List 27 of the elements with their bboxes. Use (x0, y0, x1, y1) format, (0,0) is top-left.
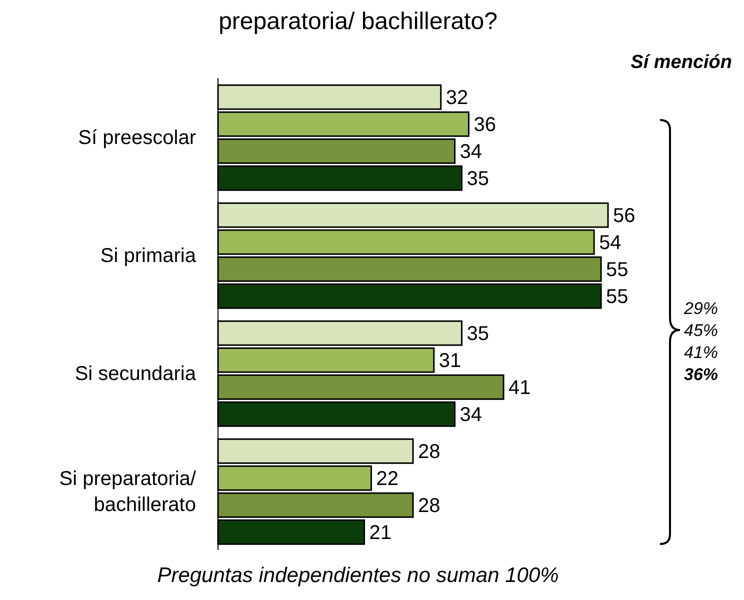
data-label: 28 (418, 441, 440, 464)
data-label: 35 (466, 168, 489, 190)
data-label: 32 (446, 87, 468, 110)
data-label: 54 (599, 232, 622, 254)
chart-title: preparatoria/ bachillerato? (218, 8, 498, 36)
y-tick-label: Sí preescolar (78, 127, 196, 149)
data-label: 34 (460, 404, 482, 426)
data-label: 21 (369, 522, 392, 544)
y-tick-label: Si primaria (100, 245, 197, 267)
y-tick-label: Si preparatoria/ bachillerato (59, 468, 196, 516)
text: 45% (684, 320, 718, 342)
data-label: 41 (508, 377, 531, 400)
data-label: 56 (613, 205, 636, 228)
text: Preguntas independientes no suman 100% (156, 564, 560, 588)
text: 29% (684, 298, 718, 320)
text: 36% (684, 364, 718, 386)
data-label: 22 (376, 468, 398, 490)
data-label: 35 (466, 323, 489, 346)
text: 41% (684, 342, 718, 364)
data-label: 55 (606, 259, 628, 282)
text: Sí mención (630, 52, 732, 74)
data-label: 28 (418, 495, 440, 518)
y-tick-label: Si secundaria (74, 363, 197, 385)
data-label: 34 (460, 141, 482, 164)
data-label: 55 (606, 286, 628, 308)
data-label: 36 (474, 114, 496, 136)
data-label: 31 (438, 350, 462, 372)
